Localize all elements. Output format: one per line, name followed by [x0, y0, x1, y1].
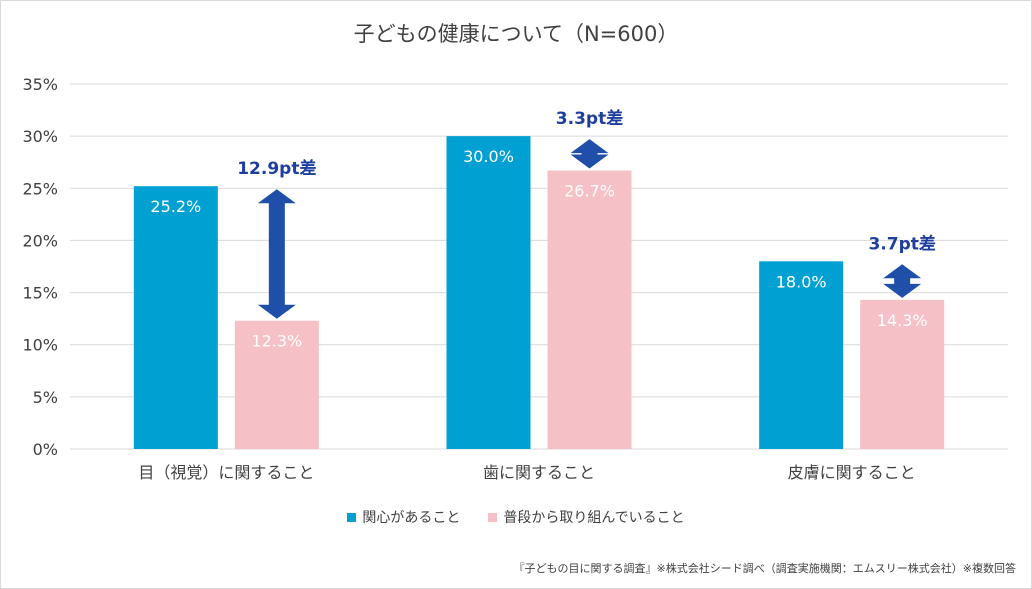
legend: 関心があること 普段から取り組んでいること	[0, 507, 1032, 527]
y-tick-label: 30%	[22, 127, 58, 146]
difference-arrow	[257, 189, 296, 319]
x-tick-label: 皮膚に関すること	[788, 463, 916, 482]
y-tick-label: 10%	[22, 336, 58, 355]
bar-data-label: 18.0%	[776, 272, 827, 291]
y-tick-label: 0%	[33, 440, 58, 459]
x-tick-label: 目（視覚）に関すること	[138, 463, 314, 482]
y-tick-label: 5%	[33, 388, 58, 407]
legend-swatch-interest	[347, 512, 357, 522]
y-tick-label: 25%	[22, 179, 58, 198]
bar	[446, 136, 531, 449]
bar	[547, 170, 632, 450]
bar-data-label: 30.0%	[463, 147, 514, 166]
difference-arrow	[883, 264, 922, 298]
bar-data-label: 26.7%	[564, 182, 615, 201]
difference-annotation: 12.9pt差	[237, 158, 316, 179]
legend-item-interest: 関心があること	[347, 507, 460, 527]
bar-data-label: 25.2%	[150, 197, 201, 216]
bar	[234, 320, 319, 449]
legend-label-interest: 関心があること	[362, 510, 461, 526]
y-tick-label: 15%	[22, 284, 58, 303]
bar	[133, 186, 218, 449]
bar-data-label: 14.3%	[877, 311, 928, 330]
y-tick-label: 20%	[22, 231, 58, 250]
source-note: 『子どもの目に関する調査』※株式会社シード調べ（調査実施機関：エムスリー株式会社…	[513, 562, 1016, 575]
bar	[759, 261, 844, 449]
y-tick-label: 35%	[22, 75, 58, 94]
chart-title: 子どもの健康について（N=600）	[353, 22, 679, 46]
x-tick-label: 歯に関すること	[483, 463, 595, 482]
difference-annotation: 3.3pt差	[556, 108, 623, 129]
difference-annotation: 3.7pt差	[868, 233, 935, 254]
legend-swatch-practice	[488, 512, 498, 522]
legend-label-practice: 普段から取り組んでいること	[503, 510, 685, 526]
bar	[860, 299, 945, 449]
legend-item-practice: 普段から取り組んでいること	[488, 507, 685, 527]
difference-arrow	[570, 139, 609, 169]
bar-chart: 0% 5% 10% 15% 20% 25% 30% 35% 25.2% 12.3% 目（視覚）に関す…	[22, 75, 1008, 482]
bar-data-label: 12.3%	[251, 332, 302, 351]
